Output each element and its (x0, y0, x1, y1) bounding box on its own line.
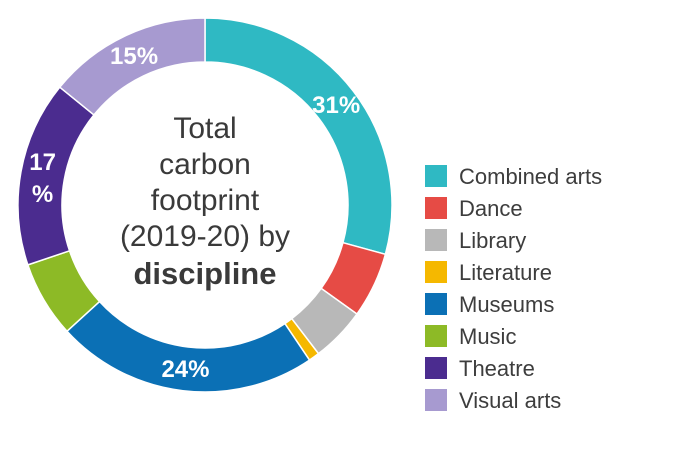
legend-swatch (425, 229, 447, 251)
legend-item-library: Library (425, 228, 526, 253)
legend-label: Literature (459, 260, 552, 285)
legend-swatch (425, 197, 447, 219)
title-line: Total (173, 112, 236, 145)
legend-swatch (425, 389, 447, 411)
slice-visual-arts (58, 17, 206, 116)
legend-swatch (425, 165, 447, 187)
legend-item-visual-arts: Visual arts (425, 388, 561, 413)
legend-swatch (425, 293, 447, 315)
legend-swatch (425, 325, 447, 347)
legend-item-museums: Museums (425, 292, 554, 317)
donut-slices (17, 17, 393, 393)
legend-label: Dance (459, 196, 523, 221)
title-line: (2019-20) by (120, 220, 290, 253)
legend: Combined arts Dance Library Literature Museu… (425, 164, 602, 413)
percent-label-combined-arts: 31% (312, 92, 360, 119)
legend-item-dance: Dance (425, 196, 523, 221)
slice-percent-labels: 31% 24% 17 % 15% (29, 43, 360, 383)
title-line: footprint (151, 184, 260, 217)
legend-swatch (425, 261, 447, 283)
percent-label-theatre: 17% (29, 149, 56, 208)
percent-label-visual-arts: 15% (110, 43, 158, 70)
legend-item-music: Music (425, 324, 516, 349)
legend-item-literature: Literature (425, 260, 552, 285)
legend-swatch (425, 357, 447, 379)
legend-label: Music (459, 324, 516, 349)
legend-label: Visual arts (459, 388, 561, 413)
legend-label: Combined arts (459, 164, 602, 189)
percent-label-museums: 24% (161, 356, 209, 383)
legend-label: Museums (459, 292, 554, 317)
title-bold-line: discipline (134, 256, 277, 291)
legend-item-combined-arts: Combined arts (425, 164, 602, 189)
legend-label: Theatre (459, 356, 535, 381)
title-line: carbon (159, 148, 251, 181)
slice-theatre (17, 86, 96, 266)
legend-label: Library (459, 228, 526, 253)
legend-item-theatre: Theatre (425, 356, 535, 381)
